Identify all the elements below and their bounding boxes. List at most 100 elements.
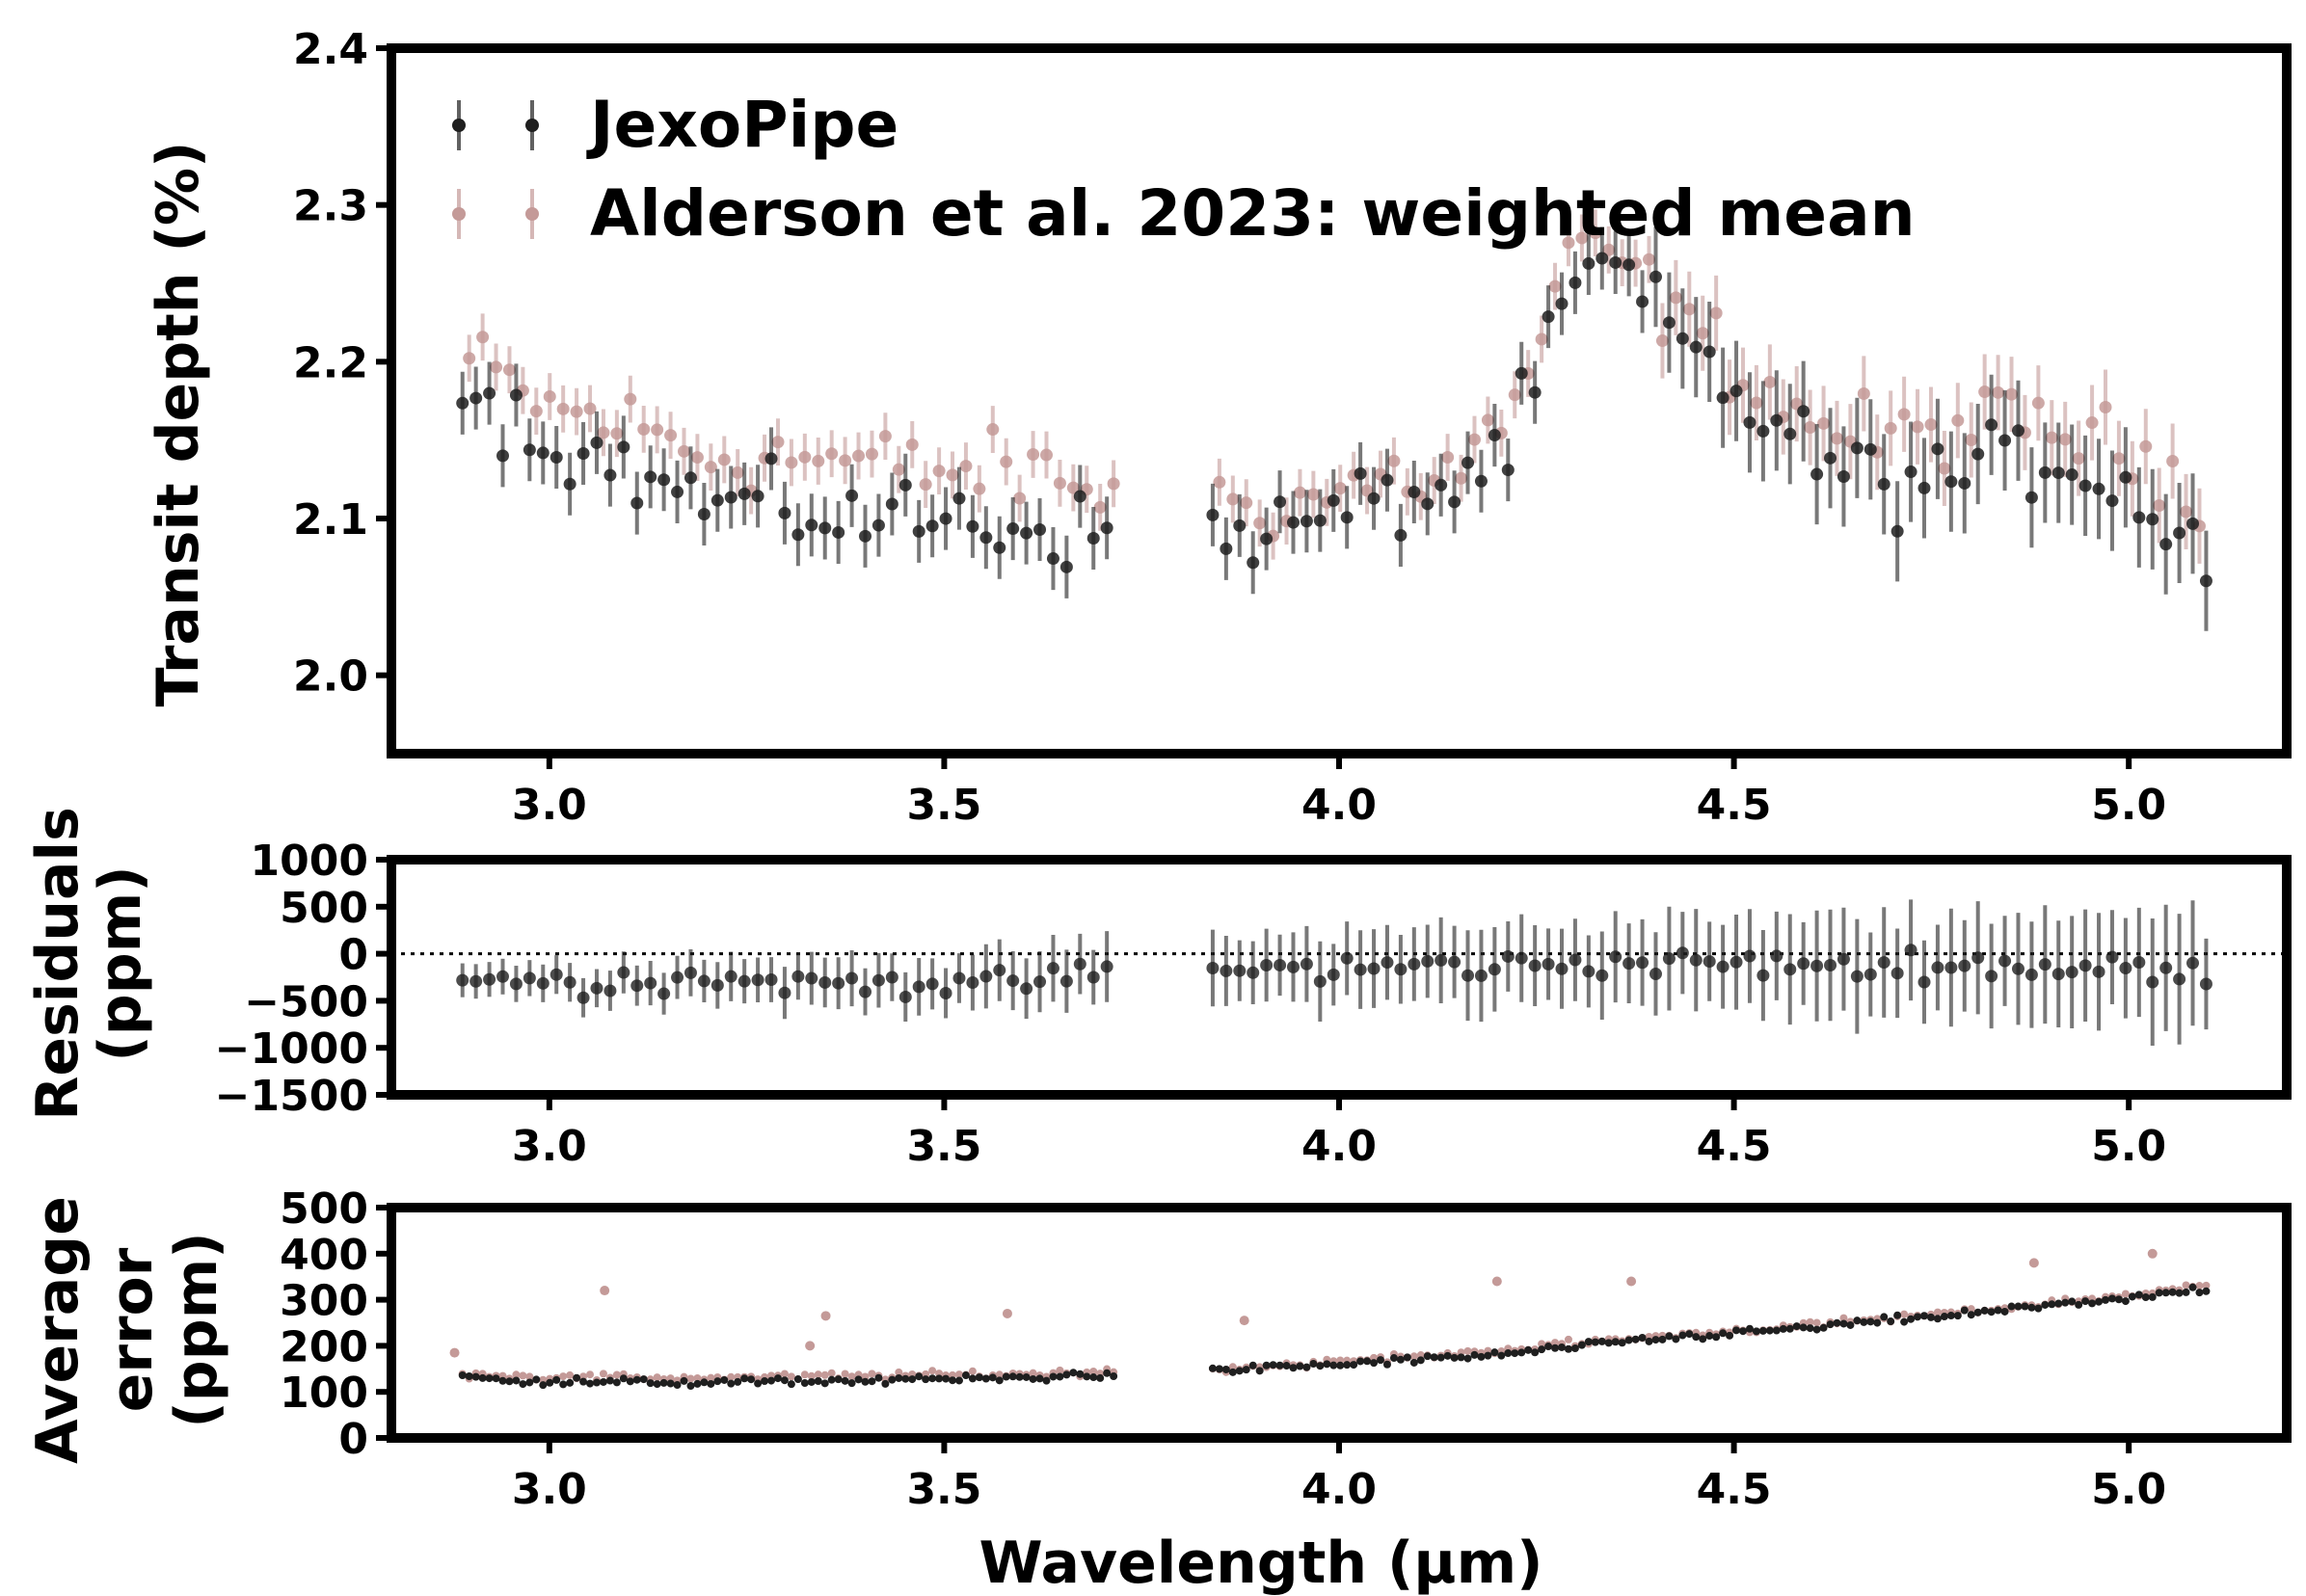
data-point — [2011, 962, 2024, 975]
data-point — [1327, 968, 1340, 981]
data-point — [1381, 956, 1394, 970]
data-point — [839, 454, 852, 467]
data-point — [546, 1378, 554, 1387]
data-point — [2024, 968, 2038, 981]
data-point — [1248, 1361, 1257, 1370]
data-point — [1508, 388, 1521, 402]
data-point — [1864, 442, 1877, 456]
data-point — [812, 454, 825, 467]
data-point — [1699, 1335, 1707, 1343]
data-point — [1260, 532, 1274, 545]
ytick-label: 2.1 — [293, 495, 368, 545]
data-point — [767, 1376, 776, 1385]
average-error-ylabel: Average error (ppm) — [24, 1196, 230, 1464]
average-error-ylabel-line2: error — [98, 1247, 166, 1412]
data-point — [1382, 1360, 1391, 1369]
alderson-outliers — [449, 1248, 2158, 1358]
data-point — [1316, 1362, 1325, 1370]
data-point — [1817, 416, 1831, 430]
data-point — [1839, 1314, 1848, 1322]
data-point — [1953, 1312, 1962, 1320]
data-point — [2031, 396, 2045, 410]
data-point — [1980, 1306, 1989, 1315]
data-point — [1830, 432, 1843, 445]
data-point — [975, 1373, 983, 1382]
data-point — [2195, 1289, 2204, 1297]
data-point — [1049, 1372, 1058, 1381]
data-point — [1497, 1351, 1506, 1360]
data-point — [2038, 466, 2051, 479]
data-point — [644, 976, 657, 990]
data-point — [1839, 1319, 1848, 1328]
data-point — [1333, 482, 1347, 495]
data-point — [1455, 471, 1468, 485]
data-point — [1213, 475, 1226, 489]
data-point — [820, 1370, 829, 1379]
data-point — [612, 1378, 621, 1387]
outlier-point — [2147, 1248, 2158, 1259]
spectrum-ylabel: Transit depth (%) — [145, 142, 212, 707]
data-point — [1890, 967, 1904, 980]
data-point — [2195, 1282, 2204, 1290]
data-point — [1461, 969, 1475, 982]
data-point — [981, 1374, 990, 1383]
data-point — [780, 1370, 789, 1378]
data-point — [1672, 1335, 1680, 1343]
data-point — [798, 450, 812, 464]
data-point — [1551, 1343, 1560, 1352]
data-point — [671, 485, 684, 498]
data-point — [717, 453, 731, 466]
data-point — [1511, 1349, 1519, 1358]
data-point — [787, 1380, 795, 1389]
ytick-label: 200 — [280, 1322, 368, 1371]
data-point — [2107, 1294, 2116, 1303]
data-point — [1367, 492, 1381, 505]
data-point — [1719, 1329, 1728, 1338]
data-point — [637, 422, 651, 436]
data-point — [1609, 255, 1622, 269]
data-point — [1730, 955, 1743, 969]
data-point — [1069, 1369, 1078, 1377]
data-point — [646, 1379, 655, 1388]
data-point — [1703, 345, 1716, 359]
data-point — [1013, 492, 1027, 505]
data-point — [1394, 528, 1408, 542]
data-point — [761, 1377, 769, 1386]
data-point — [1649, 968, 1662, 981]
data-point — [1103, 1369, 1112, 1377]
data-point — [563, 477, 576, 491]
data-point — [731, 466, 744, 479]
data-point — [868, 1377, 876, 1386]
data-point — [2202, 1287, 2211, 1295]
xtick-label: 3.5 — [906, 781, 981, 830]
average-error-ylabel-line1: Average — [24, 1196, 92, 1464]
series-residuals — [456, 899, 2212, 1047]
data-point — [773, 1374, 782, 1383]
data-point — [1313, 974, 1327, 988]
data-point — [2166, 455, 2180, 468]
residuals-ylabel: Residuals (ppm) — [24, 807, 154, 1121]
data-point — [576, 991, 590, 1004]
data-point — [1799, 1323, 1808, 1332]
data-point — [966, 519, 979, 533]
data-point — [657, 987, 671, 1000]
data-point — [1669, 291, 1682, 305]
data-point — [1689, 340, 1703, 354]
data-point — [465, 1372, 473, 1381]
data-point — [1837, 952, 1850, 966]
data-point — [1066, 481, 1080, 494]
data-point — [1810, 467, 1824, 481]
data-point — [559, 1372, 568, 1381]
data-point — [1247, 556, 1260, 570]
data-point — [1396, 1355, 1405, 1364]
data-point — [1436, 1353, 1445, 1362]
data-point — [1926, 1313, 1935, 1321]
data-point — [1100, 960, 1113, 973]
data-point — [2085, 416, 2099, 430]
data-point — [536, 446, 550, 460]
data-point — [2051, 466, 2065, 480]
data-point — [778, 986, 791, 999]
data-point — [1076, 1370, 1085, 1378]
data-point — [1636, 295, 1649, 308]
data-point — [496, 449, 510, 463]
